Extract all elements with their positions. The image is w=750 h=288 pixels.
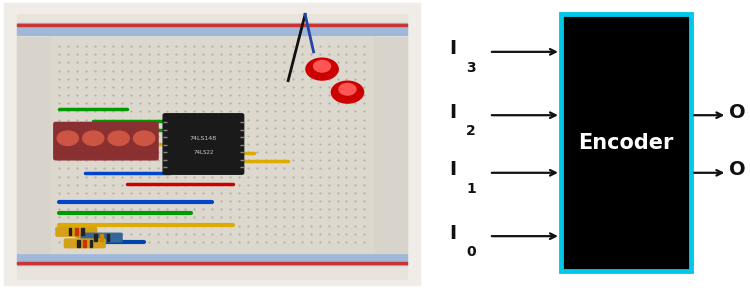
Text: I: I (449, 224, 457, 243)
Bar (81, 228, 84, 235)
Bar (373, 37, 406, 253)
Text: 1: 1 (466, 182, 476, 196)
Text: Encoder: Encoder (578, 132, 674, 153)
Text: 74LS22: 74LS22 (194, 150, 214, 155)
FancyBboxPatch shape (130, 122, 158, 160)
FancyBboxPatch shape (80, 122, 107, 160)
Bar (83, 240, 86, 247)
Text: I: I (449, 160, 457, 179)
Text: O: O (729, 103, 746, 122)
Text: O: O (729, 160, 746, 179)
Text: I: I (449, 103, 457, 122)
Circle shape (314, 60, 331, 72)
Bar (17, 24, 406, 26)
FancyBboxPatch shape (164, 114, 244, 174)
Bar (17, 253, 406, 265)
Circle shape (332, 81, 364, 103)
Text: 74LS148: 74LS148 (190, 136, 217, 141)
Bar (17, 23, 406, 35)
Circle shape (108, 131, 129, 145)
Circle shape (339, 84, 356, 95)
FancyBboxPatch shape (56, 228, 97, 236)
Bar (106, 234, 109, 241)
Circle shape (57, 131, 79, 145)
FancyBboxPatch shape (81, 233, 122, 242)
FancyBboxPatch shape (64, 239, 105, 248)
Bar (69, 228, 71, 235)
Bar (90, 240, 92, 247)
Circle shape (82, 131, 104, 145)
Text: I: I (449, 39, 457, 58)
Text: 0: 0 (466, 245, 476, 259)
FancyBboxPatch shape (54, 122, 82, 160)
Bar (561, 14, 692, 271)
Bar (75, 228, 77, 235)
Bar (77, 240, 80, 247)
Bar (94, 234, 97, 241)
Bar (100, 234, 103, 241)
FancyBboxPatch shape (105, 122, 133, 160)
Text: 3: 3 (466, 61, 476, 75)
Text: 2: 2 (466, 124, 476, 138)
Circle shape (306, 58, 338, 80)
Circle shape (134, 131, 154, 145)
Bar (51, 37, 373, 253)
Bar (17, 37, 51, 253)
Bar (17, 262, 406, 264)
